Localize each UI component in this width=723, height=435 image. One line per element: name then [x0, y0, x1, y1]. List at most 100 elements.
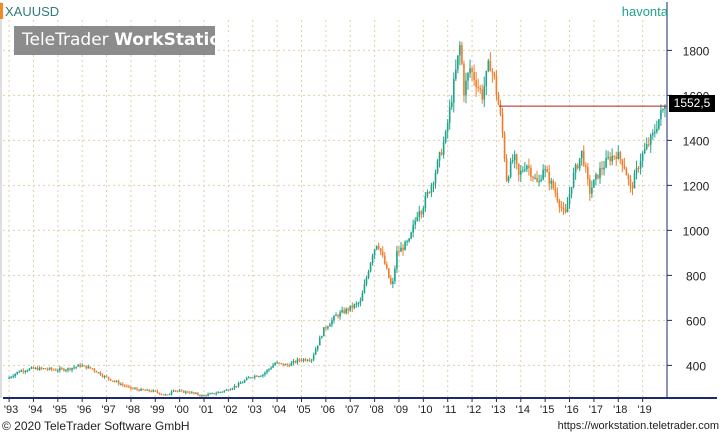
candle-body: [426, 191, 429, 197]
candle-body: [649, 135, 652, 145]
candle-body: [152, 390, 155, 392]
candle-body: [570, 186, 573, 194]
candle-body: [46, 369, 49, 371]
y-tick-label: 1800: [683, 44, 710, 58]
candle-body: [243, 380, 246, 383]
candle-body: [611, 155, 613, 162]
candle-body: [282, 363, 285, 366]
candle-layer: [8, 41, 666, 398]
candle-body: [467, 73, 469, 81]
candle-body: [73, 367, 75, 369]
candle-body: [593, 179, 595, 188]
candle-body: [538, 181, 540, 183]
x-tick-label: '19: [637, 404, 651, 416]
candle-body: [540, 179, 542, 182]
candle-body: [607, 156, 609, 159]
candle-body: [28, 368, 31, 371]
candle-body: [109, 378, 112, 381]
candle-body: [416, 216, 419, 221]
candle-body: [477, 87, 479, 89]
x-tick-label: '06: [321, 404, 335, 416]
candle-body: [156, 391, 159, 393]
candle-body: [87, 366, 90, 369]
x-tick-label: '18: [613, 404, 627, 416]
candle-body: [627, 175, 630, 180]
candle-body: [556, 192, 559, 201]
candle-body: [132, 388, 134, 390]
candle-body: [641, 153, 644, 161]
candle-body: [146, 389, 148, 391]
candle-body: [515, 154, 518, 164]
candle-body: [154, 390, 157, 392]
candle-body: [253, 375, 256, 378]
candle-body: [164, 394, 167, 396]
candle-body: [487, 60, 490, 71]
candle-body: [385, 264, 388, 269]
candle-body: [645, 144, 648, 150]
candle-body: [69, 368, 71, 370]
candle-body: [343, 310, 345, 314]
candle-body: [550, 180, 553, 184]
candle-body: [526, 165, 528, 170]
candle-body: [260, 375, 262, 377]
candle-body: [530, 167, 532, 177]
candle-body: [347, 308, 350, 311]
x-tick-label: '07: [345, 404, 359, 416]
candle-body: [597, 174, 599, 179]
candle-body: [548, 171, 551, 184]
candle-body: [138, 389, 140, 391]
candle-body: [95, 370, 98, 373]
candle-body: [619, 152, 622, 160]
candle-body: [658, 119, 660, 129]
candle-body: [436, 160, 439, 173]
candle-body: [193, 392, 195, 394]
candle-body: [331, 320, 333, 325]
candle-body: [662, 108, 664, 111]
x-tick-label: '97: [101, 404, 115, 416]
candle-body: [121, 384, 124, 386]
candle-body: [22, 370, 25, 372]
candle-body: [355, 303, 358, 305]
candle-body: [633, 173, 636, 189]
candle-body: [656, 128, 658, 132]
symbol-marker: [0, 3, 3, 19]
candle-body: [351, 305, 354, 308]
candle-body: [455, 69, 457, 80]
candle-body: [635, 167, 638, 174]
candle-body: [418, 211, 421, 217]
candle-body: [404, 241, 406, 251]
x-tick-label: '03: [248, 404, 262, 416]
candle-body: [318, 337, 321, 346]
candle-body: [373, 249, 376, 256]
candle-body: [463, 63, 465, 96]
candle-body: [85, 365, 88, 369]
candle-body: [568, 193, 571, 205]
candle-body: [558, 200, 561, 207]
candle-body: [36, 367, 39, 371]
source-url[interactable]: https://workstation.teletrader.com: [557, 420, 719, 432]
candle-body: [219, 391, 222, 393]
candle-body: [34, 367, 37, 369]
candle-body: [107, 376, 110, 379]
candle-body: [528, 165, 530, 168]
candle-body: [605, 158, 607, 168]
candle-body: [225, 389, 228, 391]
x-tick-label: '95: [53, 404, 67, 416]
candle-body: [205, 395, 207, 397]
candle-body: [637, 167, 640, 169]
candle-body: [176, 390, 179, 392]
candle-body: [562, 207, 565, 210]
candle-body: [534, 177, 536, 179]
candle-body: [65, 369, 67, 371]
candle-body: [314, 349, 317, 355]
x-tick-label: '10: [418, 404, 432, 416]
candle-body: [613, 155, 616, 157]
candle-body: [603, 167, 605, 170]
candle-body: [310, 359, 313, 361]
candle-body: [643, 149, 646, 154]
candle-body: [91, 368, 94, 370]
candle-body: [601, 168, 603, 170]
last-price-tag: 1552,5: [669, 95, 715, 112]
candle-body: [227, 389, 230, 391]
candle-body: [493, 72, 496, 77]
